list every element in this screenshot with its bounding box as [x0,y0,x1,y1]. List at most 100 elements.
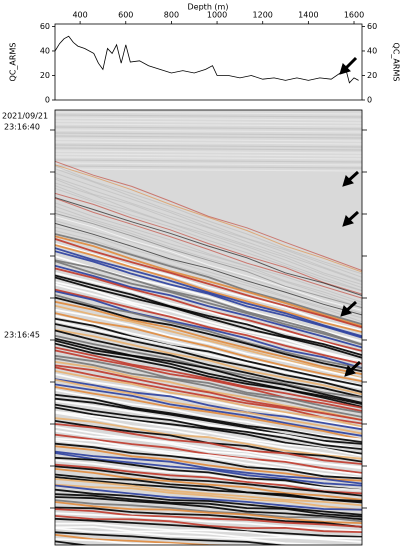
waterfall-stripe [55,212,362,309]
waterfall-stripe [55,512,362,532]
waterfall-stripe [55,508,362,528]
waterfall-stripe [55,153,362,157]
waterfall-stripe [55,144,362,148]
waterfall-stripe [55,114,362,118]
waterfall-stripe [55,168,362,278]
waterfall-stripe [55,456,362,491]
x-tick-label: 400 [72,11,87,20]
waterfall-stripe [55,209,362,309]
waterfall-stripe [55,533,240,545]
waterfall-stripe [55,238,362,329]
waterfall-stripe [55,499,362,523]
waterfall-stripe [55,165,362,169]
waterfall-stripe [55,417,362,460]
waterfall-stripe [55,230,362,323]
waterfall-stripe [55,357,362,418]
waterfall-stripe [55,346,362,409]
waterfall-stripe [55,205,362,306]
x-tick-label: 800 [164,11,179,20]
arrow-head [340,305,352,317]
waterfall-stripe [55,342,362,408]
arrows [339,56,362,377]
x-tick-label: 1200 [253,11,273,20]
waterfall-stripe [55,478,362,507]
waterfall-stripe [55,135,362,139]
waterfall-stripe [55,177,362,283]
waterfall-stripe [55,296,362,373]
waterfall-stripe [55,493,362,518]
y-tick-label: 0 [45,96,50,105]
arrow-head [344,365,356,377]
waterfall-stripe [55,337,362,404]
waterfall-stripe [55,328,362,396]
waterfall-stripe [55,349,362,412]
arrow-head [342,215,354,227]
waterfall-stripe [55,160,362,271]
waterfall-stripe [55,164,362,273]
waterfall-stripe [55,267,362,352]
waterfall-stripe [55,496,362,521]
waterfall-stripe [55,250,362,339]
waterfall-stripe [55,483,362,511]
waterfall-stripe [55,501,362,524]
waterfall-stripe [55,244,362,333]
waterfall-stripe [55,354,362,414]
waterfall-stripe [55,383,362,437]
plot-frame [54,23,363,101]
waterfall-stripe [55,247,362,338]
waterfall-stripe [55,463,362,495]
waterfall-stripe [55,468,362,501]
waterfall-stripe [55,129,362,133]
y2-axis-label: QC_ARMS [392,43,401,82]
waterfall-stripe [55,400,362,450]
waterfall-stripe [55,476,362,504]
waterfall-stripe [55,452,362,487]
waterfall-stripe [55,312,362,383]
waterfall-stripe [55,274,362,356]
waterfall-stripe [55,450,362,485]
waterfall-stripe [55,465,362,497]
time-label: 23:16:40 [4,123,40,132]
time-label: 23:16:45 [4,331,40,340]
waterfall-stripe [55,123,362,127]
y2-tick-label: 0 [367,96,372,105]
waterfall-stripe [55,300,362,375]
waterfall-stripe [55,226,362,319]
waterfall-stripe [55,162,362,166]
waterfall-stripe [55,222,362,316]
waterfall-stripe [55,317,362,387]
waterfall-stripe [55,259,362,346]
waterfall-stripe [55,403,362,450]
waterfall-stripe [55,373,362,429]
waterfall-stripe [55,192,362,295]
waterfall-stripe [55,290,362,369]
waterfall-stripe [55,364,362,421]
waterfall-stripe [55,216,362,311]
waterfall-stripe [55,185,362,291]
waterfall-stripe [55,187,362,292]
waterfall-stripe [55,281,362,362]
waterfall-stripe [55,308,362,380]
waterfall-stripe [55,515,362,533]
waterfall-stripe [55,320,362,390]
waterfall-stripe [55,276,362,359]
y-tick-label: 20 [40,71,50,80]
waterfall-stripe [55,197,362,299]
waterfall-stripe [55,288,362,365]
waterfall-stripe [55,260,362,346]
waterfall-stripe [55,283,362,365]
waterfall-stripe [55,426,362,468]
waterfall-stripe [55,442,362,480]
waterfall-stripe [55,397,362,445]
waterfall-stripe [55,323,362,393]
waterfall-stripe [55,294,362,370]
waterfall-frame [54,109,363,546]
waterfall-stripe [55,488,362,516]
x-axis-label: Depth (m) [188,3,229,12]
waterfall-stripe [55,242,362,332]
waterfall-stripe [55,484,362,511]
x-tick-label: 1400 [298,11,318,20]
waterfall-stripe [55,546,362,550]
waterfall-stripe [55,178,362,285]
waterfall-stripe [55,329,362,398]
